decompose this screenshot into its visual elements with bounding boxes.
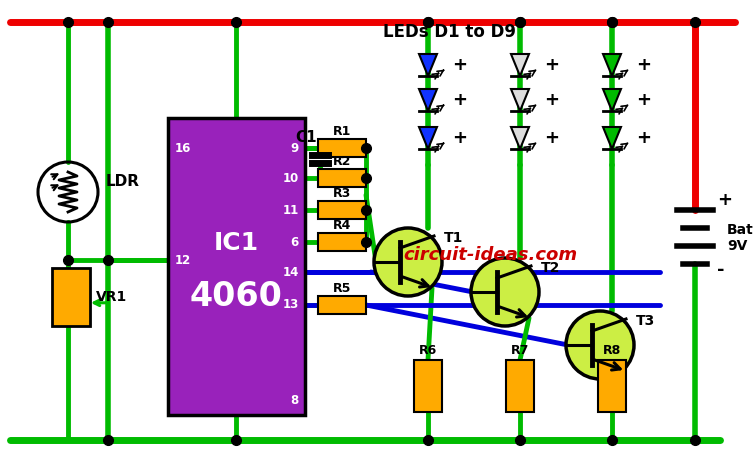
Text: +: + [544,91,559,109]
Text: T2: T2 [541,261,560,275]
Bar [318,169,366,187]
Text: +: + [452,56,467,74]
Text: R6: R6 [419,344,437,357]
Text: 14: 14 [282,265,299,279]
Polygon shape [603,54,621,76]
Text: +: + [636,91,651,109]
Text: -: - [717,261,724,279]
Polygon shape [511,127,529,149]
Text: R1: R1 [333,125,351,138]
Bar [506,360,534,412]
Text: +: + [544,129,559,147]
Text: R2: R2 [333,155,351,168]
Text: circuit-ideas.com: circuit-ideas.com [403,246,577,264]
Bar [414,360,442,412]
Text: T3: T3 [636,314,655,328]
Text: 8: 8 [291,393,299,407]
Bar [318,296,366,314]
Text: +: + [636,129,651,147]
Text: +: + [717,191,732,209]
Bar [168,118,305,415]
Circle shape [566,311,634,379]
Bar [318,233,366,251]
Text: +: + [452,129,467,147]
Text: 9: 9 [291,141,299,155]
Polygon shape [603,89,621,111]
Text: R8: R8 [603,344,621,357]
Polygon shape [419,127,437,149]
Text: 4060: 4060 [190,280,283,313]
Text: IC1: IC1 [214,231,259,255]
Text: R7: R7 [511,344,529,357]
Text: 6: 6 [291,235,299,248]
Text: C1: C1 [295,130,316,146]
Polygon shape [419,89,437,111]
Text: 11: 11 [282,203,299,217]
Text: R3: R3 [333,187,351,200]
Text: VR1: VR1 [96,290,127,304]
Text: 13: 13 [282,298,299,312]
Text: +: + [544,56,559,74]
Text: 10: 10 [282,172,299,185]
Text: LEDs D1 to D9: LEDs D1 to D9 [383,23,517,41]
Circle shape [374,228,442,296]
Bar [598,360,626,412]
Text: R5: R5 [333,282,351,295]
Bar [318,201,366,219]
Polygon shape [511,89,529,111]
Text: T1: T1 [444,231,463,245]
Text: 16: 16 [175,141,191,155]
Bar [318,139,366,157]
Text: 12: 12 [175,253,191,267]
Polygon shape [511,54,529,76]
Polygon shape [603,127,621,149]
Text: +: + [636,56,651,74]
Text: LDR: LDR [106,174,140,190]
Text: R4: R4 [333,219,351,232]
Circle shape [471,258,539,326]
Text: +: + [452,91,467,109]
Polygon shape [419,54,437,76]
Bar [52,268,90,326]
Text: Battery
9V: Battery 9V [727,223,753,253]
